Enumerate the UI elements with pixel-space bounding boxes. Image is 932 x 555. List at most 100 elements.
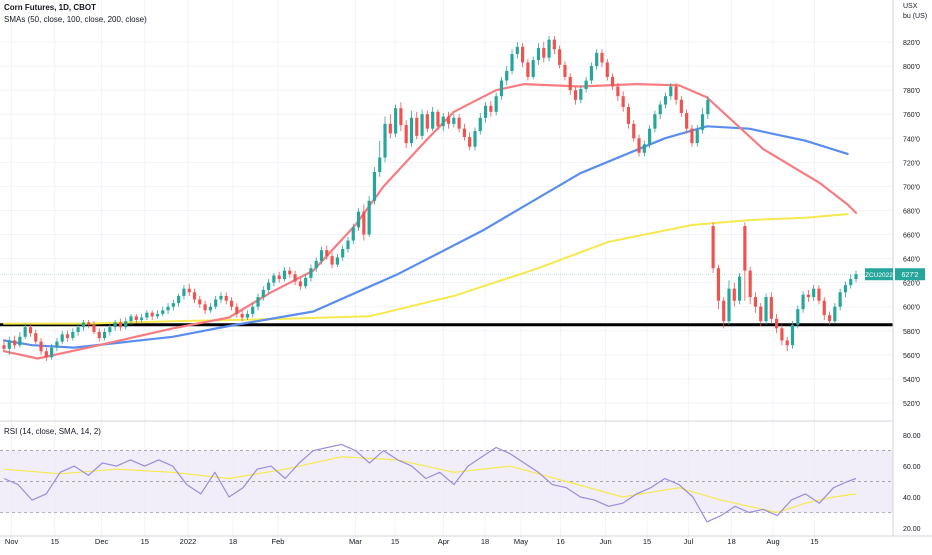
candle-body — [55, 341, 59, 348]
candle-body — [187, 288, 191, 293]
candle-body — [208, 306, 212, 311]
candle-body — [23, 327, 27, 337]
price-tick-label: 740'0 — [903, 136, 920, 143]
price-tick-label: 660'0 — [903, 233, 920, 240]
candle-body — [309, 268, 313, 278]
candle-body — [282, 270, 287, 280]
candle-body — [558, 49, 562, 65]
sma-legend: SMAs (50, close, 100, close, 200, close) — [4, 15, 147, 24]
time-tick-label: 15 — [391, 537, 399, 546]
candle-body — [642, 144, 646, 153]
candle-body — [711, 226, 715, 269]
candle-body — [192, 292, 197, 300]
candle-body — [446, 116, 451, 124]
time-tick-label: 15 — [643, 537, 651, 546]
candle-body — [362, 211, 366, 235]
candle-body — [595, 52, 599, 67]
candle-body — [483, 105, 488, 118]
candle-body — [674, 86, 678, 100]
candle-body — [140, 317, 144, 320]
candle-body — [182, 288, 186, 296]
candle-body — [399, 108, 403, 126]
candle-body — [489, 105, 493, 112]
time-tick-label: Apr — [438, 537, 450, 546]
price-tick-label: 680'0 — [903, 208, 920, 215]
candle-body — [637, 138, 641, 153]
candle-body — [531, 60, 535, 77]
candle-body — [288, 270, 292, 275]
candle-body — [589, 66, 593, 81]
candle-body — [108, 327, 112, 332]
candle-body — [129, 316, 133, 322]
candle-body — [97, 331, 101, 338]
candle-body — [822, 300, 826, 316]
rsi-tick-label: 20.00 — [903, 526, 921, 533]
candle-body — [521, 46, 525, 63]
candle-body — [18, 336, 22, 346]
candle-body — [431, 111, 435, 129]
candle-body — [653, 114, 657, 129]
candle-body — [272, 275, 276, 283]
candle-body — [76, 327, 80, 332]
candle-body — [780, 328, 784, 341]
time-tick-label: Feb — [272, 537, 285, 546]
time-tick-label: May — [514, 537, 528, 546]
candle-body — [351, 227, 355, 241]
candle-body — [515, 46, 519, 55]
candle-body — [39, 341, 43, 352]
time-tick-label: 2022 — [180, 537, 197, 546]
candle-body — [632, 123, 636, 139]
candle-body — [462, 128, 466, 138]
candle-body — [801, 294, 805, 310]
axis-labels-layer: 820'0 800'0 780'0 760'0 740'0 720'0 700'0 680'0… — [5, 40, 925, 546]
candle-body — [166, 306, 170, 311]
price-tick-label: 820'0 — [903, 40, 920, 47]
price-tick-label: 620'0 — [903, 281, 920, 288]
candle-body — [293, 274, 297, 282]
rsi-line — [3, 443, 857, 523]
unit-label: bu (US) — [903, 13, 928, 20]
candle-body — [394, 108, 398, 134]
candle-body — [806, 294, 810, 298]
candle-body — [12, 340, 17, 346]
rsi-band-layer — [0, 450, 893, 513]
candle-body — [769, 297, 773, 319]
candle-body — [658, 104, 662, 115]
candle-body — [547, 39, 551, 58]
candle-body — [796, 309, 800, 325]
candle-body — [245, 313, 250, 318]
time-tick-label: 15 — [51, 537, 59, 546]
candle-body — [732, 288, 736, 301]
candle-body — [367, 200, 371, 235]
candle-body — [663, 96, 668, 105]
time-tick-label: 15 — [141, 537, 149, 546]
candle-body — [113, 322, 117, 328]
candle-body — [759, 306, 763, 322]
price-tick-label: 700'0 — [903, 184, 920, 191]
price-tick-label: 540'0 — [903, 377, 920, 384]
candle-body — [626, 107, 631, 124]
candle-body — [235, 306, 239, 314]
chart-title: Corn Futures, 1D, CBOT — [4, 3, 97, 12]
candle-body — [441, 116, 445, 127]
candle-body — [473, 131, 477, 147]
candle-body — [378, 157, 382, 172]
candle-body — [737, 276, 742, 301]
rsi-tick-label: 80.00 — [903, 433, 921, 440]
candle-body — [102, 331, 107, 338]
candle-body — [261, 289, 265, 298]
candle-body — [224, 295, 228, 301]
candle-body — [605, 62, 609, 77]
candle-body — [468, 137, 472, 147]
rsi-tick-label: 60.00 — [903, 464, 921, 471]
candle-body — [325, 250, 329, 257]
candle-body — [425, 114, 429, 129]
candle-body — [409, 117, 414, 144]
candle-body — [65, 334, 70, 338]
candle-body — [28, 327, 33, 334]
candle-body — [690, 128, 694, 144]
candle-body — [118, 322, 123, 328]
candle-body — [790, 324, 795, 346]
time-tick-label: Aug — [766, 537, 779, 546]
